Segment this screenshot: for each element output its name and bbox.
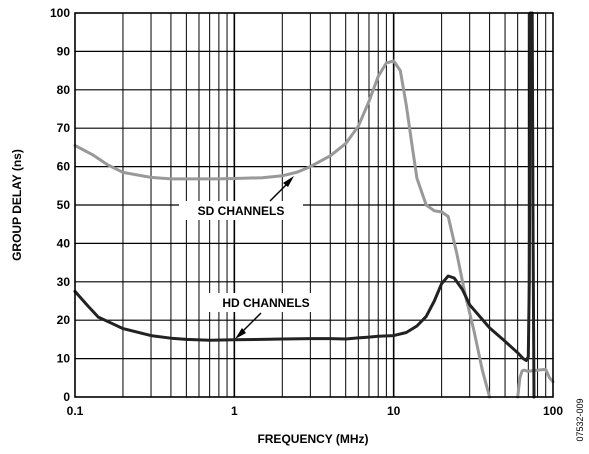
sd-channels-annotation: SD CHANNELS — [179, 176, 303, 220]
sd-channels-series-line-segment — [516, 367, 555, 399]
y-tick-label: 70 — [57, 121, 71, 135]
y-tick-label: 40 — [57, 236, 71, 250]
sd-label-box — [179, 201, 303, 220]
sd-channels-series-line — [73, 59, 492, 399]
hd-channels-annotation: HD CHANNELS — [203, 293, 329, 339]
hd-channels-series-line-segment — [530, 11, 536, 399]
y-tick-label: 20 — [57, 313, 71, 327]
x-axis-label: FREQUENCY (MHz) — [257, 432, 368, 446]
y-tick-label: 30 — [57, 275, 71, 289]
series-layer — [73, 11, 555, 399]
hd-arrow-head — [235, 328, 246, 339]
x-tick-label: 0.1 — [67, 404, 84, 418]
hd-channels-series-line — [73, 11, 532, 362]
plot-frame — [74, 12, 554, 398]
y-tick-label: 50 — [57, 198, 71, 212]
sd-channels-label: SD CHANNELS — [198, 204, 285, 218]
y-tick-label: 80 — [57, 83, 71, 97]
y-tick-labels: 0 10 20 30 40 50 60 70 80 90 100 — [50, 6, 70, 404]
y-tick-label: 0 — [63, 390, 70, 404]
y-tick-label: 100 — [50, 6, 70, 20]
x-tick-label: 10 — [387, 404, 401, 418]
y-axis-label: GROUP DELAY (ns) — [10, 149, 24, 261]
x-tick-label: 1 — [231, 404, 238, 418]
hd-channels-label: HD CHANNELS — [222, 296, 309, 310]
sd-arrow-head — [283, 176, 294, 187]
y-tick-label: 10 — [57, 352, 71, 366]
y-tick-label: 90 — [57, 44, 71, 58]
x-tick-labels: 0.1 1 10 100 — [67, 404, 564, 418]
y-tick-label: 60 — [57, 160, 71, 174]
hd-label-box — [203, 293, 329, 312]
x-tick-label: 100 — [543, 404, 563, 418]
figure-id: 07532-009 — [575, 398, 585, 441]
